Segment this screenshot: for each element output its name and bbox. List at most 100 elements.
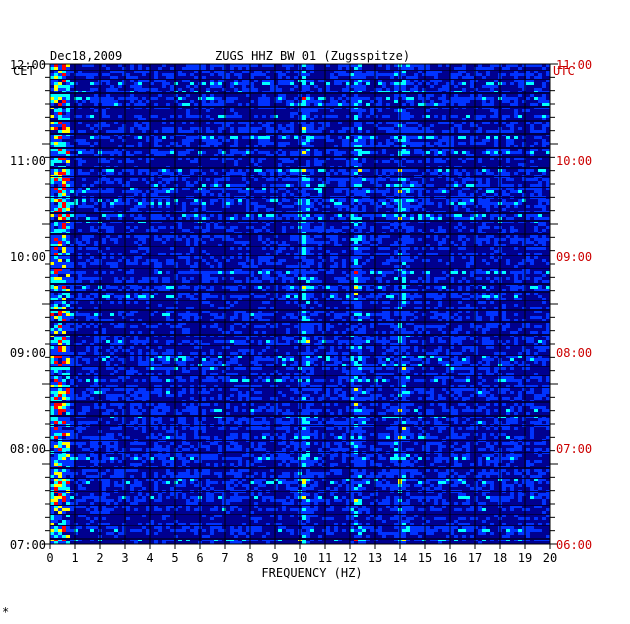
spectrogram-cell [238, 115, 242, 118]
spectrogram-cell [90, 145, 94, 148]
spectrogram-cell [158, 289, 162, 292]
spectrogram-cell [170, 115, 174, 118]
spectrogram-cell [78, 292, 82, 295]
spectrogram-cell [326, 313, 330, 316]
spectrogram-cell [394, 208, 398, 211]
spectrogram-cell [470, 307, 474, 310]
spectrogram-cell [542, 244, 546, 247]
spectrogram-cell [238, 172, 242, 175]
spectrogram-cell [506, 193, 510, 196]
spectrogram-cell [534, 97, 538, 100]
spectrogram-cell [190, 73, 194, 76]
spectrogram-cell [234, 160, 238, 163]
spectrogram-cell [490, 85, 494, 88]
spectrogram-cell [422, 64, 426, 67]
spectrogram-cell [278, 142, 282, 145]
spectrogram-cell [94, 181, 98, 184]
spectrogram-cell [226, 205, 230, 208]
spectrogram-cell [118, 259, 122, 262]
spectrogram-cell [382, 247, 386, 250]
spectrogram-cell [110, 292, 114, 295]
spectrogram-cell [138, 142, 142, 145]
spectrogram-cell [318, 304, 322, 307]
spectrogram-cell [490, 172, 494, 175]
spectrogram-cell [322, 127, 326, 130]
spectrogram-cell [450, 271, 454, 274]
spectrogram-cell [142, 103, 146, 106]
spectrogram-cell [114, 238, 118, 241]
spectrogram-cell [50, 115, 54, 118]
spectrogram-cell [118, 322, 122, 325]
spectrogram-cell [426, 97, 430, 100]
spectrogram-cell [546, 271, 550, 274]
spectrogram-cell [214, 103, 218, 106]
spectrogram-cell [474, 214, 478, 217]
spectrogram-cell [150, 202, 154, 205]
spectrogram-cell [518, 190, 522, 193]
spectrogram-cell [114, 214, 118, 217]
spectrogram-cell [54, 322, 58, 325]
spectrogram-cell [306, 109, 310, 112]
spectrogram-cell [94, 241, 98, 244]
spectrogram-cell [286, 295, 290, 298]
spectrogram-cell [222, 103, 226, 106]
spectrogram-cell [446, 262, 450, 265]
spectrogram-cell [110, 319, 114, 322]
spectrogram-cell [478, 64, 482, 67]
spectrogram-cell [302, 229, 306, 232]
spectrogram-cell [542, 229, 546, 232]
spectrogram-cell [182, 313, 186, 316]
spectrogram-cell [370, 292, 374, 295]
spectrogram-cell [478, 316, 482, 319]
spectrogram-cell [366, 82, 370, 85]
spectrogram-cell [150, 115, 154, 118]
spectrogram-cell [474, 67, 478, 70]
spectrogram-cell [518, 286, 522, 289]
spectrogram-cell [250, 100, 254, 103]
spectrogram-cell [78, 271, 82, 274]
spectrogram-cell [78, 160, 82, 163]
spectrogram-cell [66, 67, 70, 70]
spectrogram-cell [286, 184, 290, 187]
spectrogram-cell [66, 157, 70, 160]
spectrogram-cell [338, 214, 342, 217]
spectrogram-cell [546, 307, 550, 310]
spectrogram-cell [478, 241, 482, 244]
spectrogram-cell [186, 292, 190, 295]
spectrogram-cell [114, 202, 118, 205]
spectrogram-cell [106, 187, 110, 190]
spectrogram-cell [246, 127, 250, 130]
spectrogram-cell [78, 97, 82, 100]
spectrogram-cell [530, 259, 534, 262]
spectrogram-cell [430, 214, 434, 217]
spectrogram-cell [210, 79, 214, 82]
spectrogram-cell [238, 127, 242, 130]
spectrogram-cell [474, 73, 478, 76]
spectrogram-cell [134, 217, 138, 220]
spectrogram-cell [402, 85, 406, 88]
spectrogram-cell [310, 253, 314, 256]
spectrogram-cell [306, 247, 310, 250]
spectrogram-cell [426, 274, 430, 277]
spectrogram-cell [442, 100, 446, 103]
spectrogram-cell [74, 217, 78, 220]
spectrogram-cell [318, 247, 322, 250]
spectrogram-cell [222, 295, 226, 298]
spectrogram-cell [126, 190, 130, 193]
spectrogram-cell [238, 82, 242, 85]
spectrogram-cell [54, 148, 58, 151]
spectrogram-cell [306, 178, 310, 181]
spectrogram-cell [526, 187, 530, 190]
spectrogram-cell [318, 169, 322, 172]
spectrogram-cell [278, 184, 282, 187]
spectrogram-cell [430, 148, 434, 151]
spectrogram-cell [66, 223, 70, 226]
spectrogram-cell [154, 310, 158, 313]
spectrogram-cell [234, 310, 238, 313]
spectrogram-cell [310, 241, 314, 244]
spectrogram-cell [102, 289, 106, 292]
spectrogram-cell [230, 97, 234, 100]
spectrogram-cell [490, 130, 494, 133]
spectrogram-cell [306, 103, 310, 106]
spectrogram-cell [294, 112, 298, 115]
